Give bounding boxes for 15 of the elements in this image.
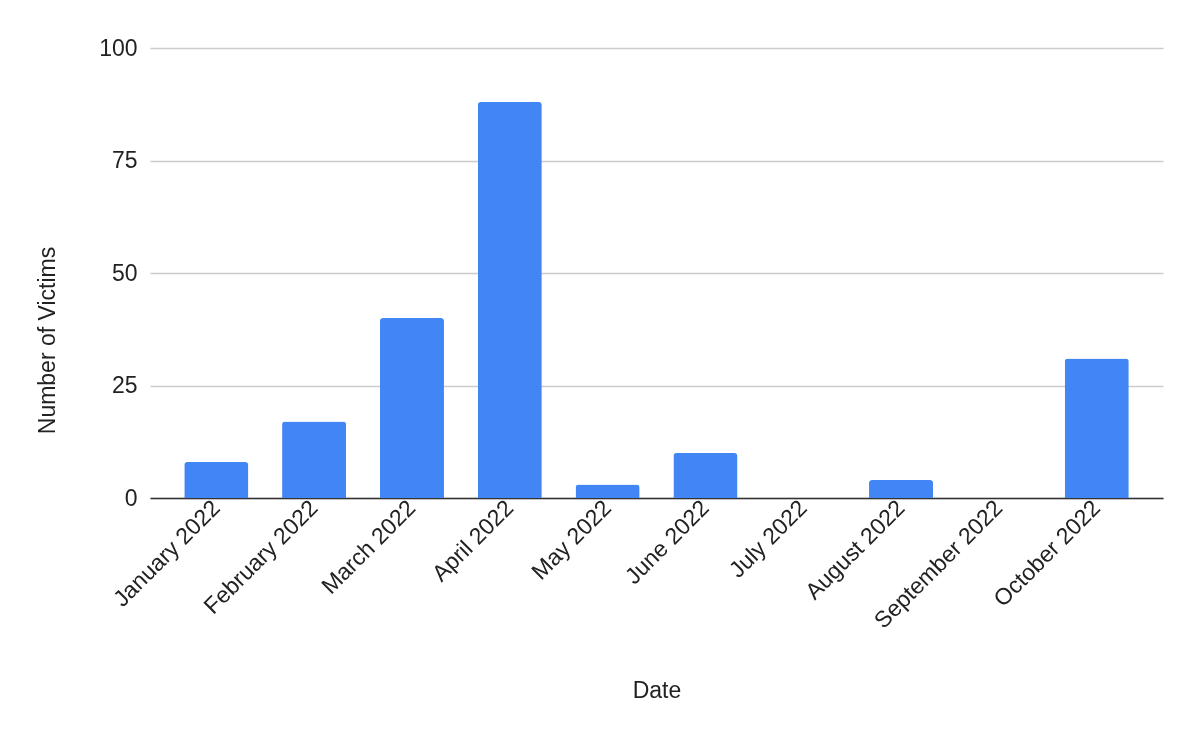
y-tick-label: 50 (111, 259, 138, 286)
bar (477, 102, 542, 498)
bar (575, 484, 640, 498)
x-axis-title: Date (632, 676, 682, 703)
y-tick-label: 0 (124, 484, 138, 511)
bar (282, 421, 347, 498)
y-tick-label: 25 (111, 372, 138, 398)
y-tick-label: 75 (111, 147, 138, 173)
bar (379, 318, 444, 498)
bar (673, 453, 738, 498)
y-tick-label: 100 (99, 34, 138, 61)
bar (184, 462, 249, 498)
bar (1064, 358, 1129, 498)
y-axis-title: Number of Victims (33, 246, 60, 435)
bar (869, 480, 934, 498)
